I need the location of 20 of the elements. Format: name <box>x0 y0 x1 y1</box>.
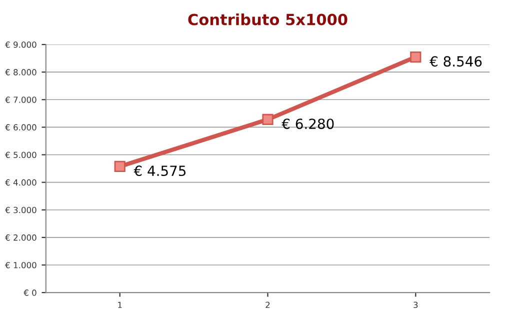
y-tick-label: € 7.000 <box>5 96 36 103</box>
data-label: € 8.546 <box>430 56 482 67</box>
data-label: € 6.280 <box>282 118 334 130</box>
point <box>262 114 274 126</box>
y-tick-label: € 1.000 <box>5 262 36 268</box>
chart-title: Contributo 5x1000 <box>188 13 348 26</box>
point <box>410 51 422 63</box>
y-tick-label: € 0 <box>24 290 36 296</box>
y-tick-label: € 8.000 <box>5 69 36 76</box>
y-tick-label: € 6.000 <box>5 124 36 130</box>
x-tick-label: 2 <box>266 302 270 308</box>
data-label: € 4.575 <box>134 166 186 176</box>
y-tick-label: € 3.000 <box>5 206 36 214</box>
x-tick-label: 3 <box>414 302 418 308</box>
y-tick-label: € 4.000 <box>5 179 36 186</box>
y-tick-label: € 5.000 <box>5 152 36 158</box>
y-tick-label: € 9.000 <box>5 42 36 48</box>
x-tick-label: 1 <box>118 302 122 308</box>
y-tick-label: € 2.000 <box>5 234 36 241</box>
point <box>114 160 126 172</box>
